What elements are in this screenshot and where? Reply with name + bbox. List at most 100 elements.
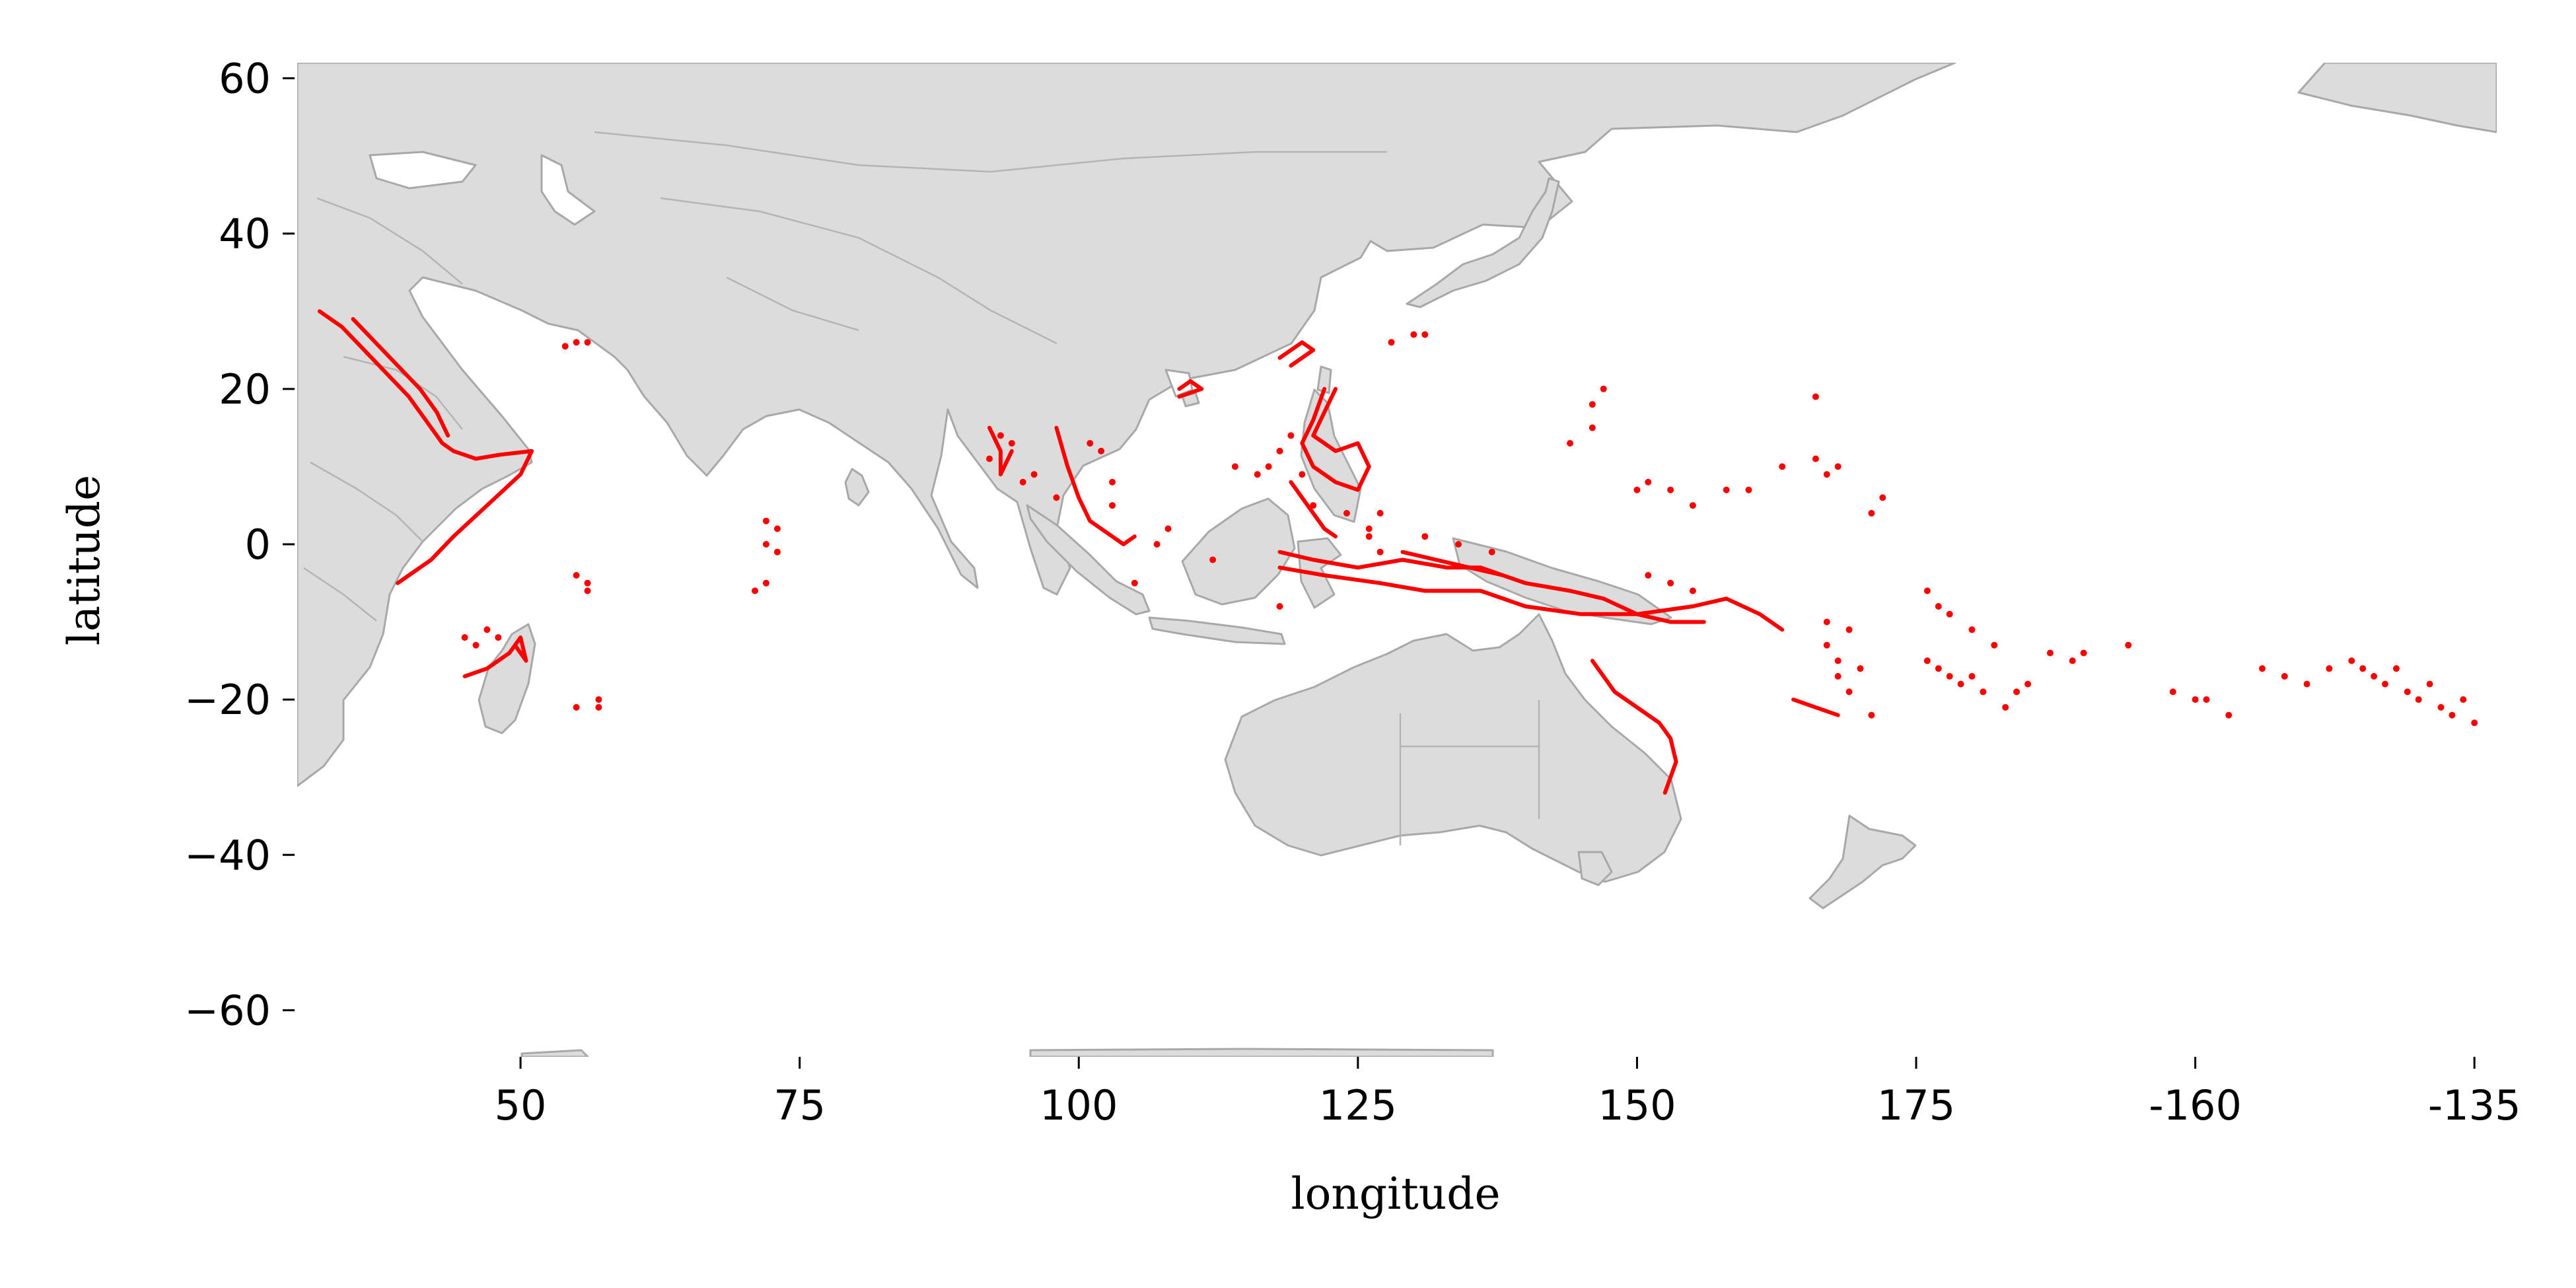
land-sumatra xyxy=(1026,504,1151,616)
reef-point xyxy=(2002,703,2009,711)
reef-point xyxy=(1879,494,1886,501)
reef-point xyxy=(1645,572,1652,579)
y-axis-title: latitude xyxy=(59,475,110,645)
reef-point xyxy=(1645,478,1652,485)
reef-point xyxy=(1600,385,1607,392)
reef-point xyxy=(1923,657,1931,664)
reef-point xyxy=(1287,432,1295,439)
reef-point xyxy=(1008,440,1015,447)
reef-point xyxy=(1488,548,1495,555)
land-antarctica xyxy=(520,1048,1494,1057)
reef-point xyxy=(1377,510,1384,517)
reef-point xyxy=(1365,533,1373,540)
reef-point xyxy=(1667,486,1674,493)
x-tick-label: 50 xyxy=(495,1081,547,1129)
reef-point xyxy=(1276,603,1283,610)
reef-point xyxy=(1779,463,1786,470)
reef-point xyxy=(2069,657,2076,664)
reef-point xyxy=(1589,424,1596,431)
reef-point xyxy=(2024,680,2032,688)
reef-point xyxy=(1745,486,1752,493)
reef-point xyxy=(1633,486,1641,493)
reef-point xyxy=(595,696,602,703)
land-japan xyxy=(1406,177,1560,308)
y-tick-label: 60 xyxy=(219,55,271,103)
reef-line xyxy=(987,425,1014,477)
y-tick-label: 20 xyxy=(219,365,271,413)
x-axis: 50 75 100 125 150 175 -160 -135 xyxy=(495,1057,2521,1129)
reef-point xyxy=(2326,665,2333,672)
reef-point xyxy=(1723,486,1730,493)
reef-point xyxy=(997,432,1004,439)
reef-line xyxy=(351,317,450,438)
reef-point xyxy=(2125,641,2132,649)
reef-line xyxy=(1300,386,1371,492)
reef-point xyxy=(2303,680,2310,688)
reef-line xyxy=(462,635,528,678)
reef-point xyxy=(773,548,781,555)
reef-point xyxy=(2471,719,2478,727)
black-sea xyxy=(369,151,477,190)
land-java xyxy=(1148,616,1286,645)
reef-point xyxy=(584,339,591,346)
reef-point xyxy=(1131,579,1138,587)
reef-point xyxy=(1153,541,1161,548)
reef-point xyxy=(752,587,758,594)
y-tick-label: 40 xyxy=(219,210,271,258)
reef-point xyxy=(495,634,502,641)
reef-point xyxy=(1098,447,1105,454)
reef-layer xyxy=(317,309,2478,795)
y-tick-label: −20 xyxy=(184,676,271,724)
x-tick-label: 175 xyxy=(1877,1081,1955,1129)
reef-point xyxy=(2013,688,2021,696)
reef-point xyxy=(2415,696,2422,703)
reef-point xyxy=(1209,556,1217,563)
reef-point xyxy=(773,525,781,532)
reef-point xyxy=(1834,463,1842,470)
land-taiwan xyxy=(1316,365,1332,394)
reef-point xyxy=(1812,455,1819,462)
gulf-of-tonkin xyxy=(1164,369,1194,398)
reef-point xyxy=(1310,502,1317,509)
reef-point xyxy=(2192,696,2199,703)
reef-point xyxy=(1299,471,1306,478)
x-tick-label: -160 xyxy=(2149,1081,2242,1129)
reef-point xyxy=(1689,587,1696,594)
x-tick-label: 75 xyxy=(773,1081,826,1129)
reef-point xyxy=(1857,665,1864,672)
land-new-zealand xyxy=(1808,814,1917,910)
reef-point xyxy=(1845,626,1853,633)
reef-point xyxy=(2203,696,2210,703)
reef-point xyxy=(1377,548,1384,555)
reef-line xyxy=(1289,480,1338,539)
reef-point xyxy=(1019,478,1026,485)
reef-point xyxy=(2359,665,2367,672)
reef-point xyxy=(1834,672,1842,680)
reef-point xyxy=(1868,711,1875,719)
reef-point xyxy=(1823,618,1830,626)
reef-point xyxy=(762,517,769,524)
reef-point xyxy=(472,641,480,649)
reef-point xyxy=(1957,680,1964,688)
reef-line xyxy=(1400,550,1505,577)
reef-point xyxy=(1254,471,1261,478)
land-tasmania xyxy=(1577,851,1613,886)
reef-point xyxy=(1834,657,1842,664)
reef-point xyxy=(1231,463,1238,470)
reef-point xyxy=(1567,440,1573,447)
reef-point xyxy=(1109,478,1116,485)
land-sri-lanka xyxy=(844,468,870,507)
reef-point xyxy=(1421,331,1429,338)
reef-point xyxy=(1410,331,1417,338)
reef-point xyxy=(2392,665,2400,672)
reef-point xyxy=(1823,471,1830,478)
reef-point xyxy=(1109,502,1116,509)
reef-point xyxy=(762,541,769,548)
land-layer xyxy=(297,63,2497,1057)
reef-line xyxy=(1791,698,1840,717)
reef-point xyxy=(1689,502,1696,509)
reef-point xyxy=(2259,665,2266,672)
reef-point xyxy=(1991,641,1998,649)
reef-point xyxy=(2426,680,2433,688)
reef-point xyxy=(1589,401,1596,408)
